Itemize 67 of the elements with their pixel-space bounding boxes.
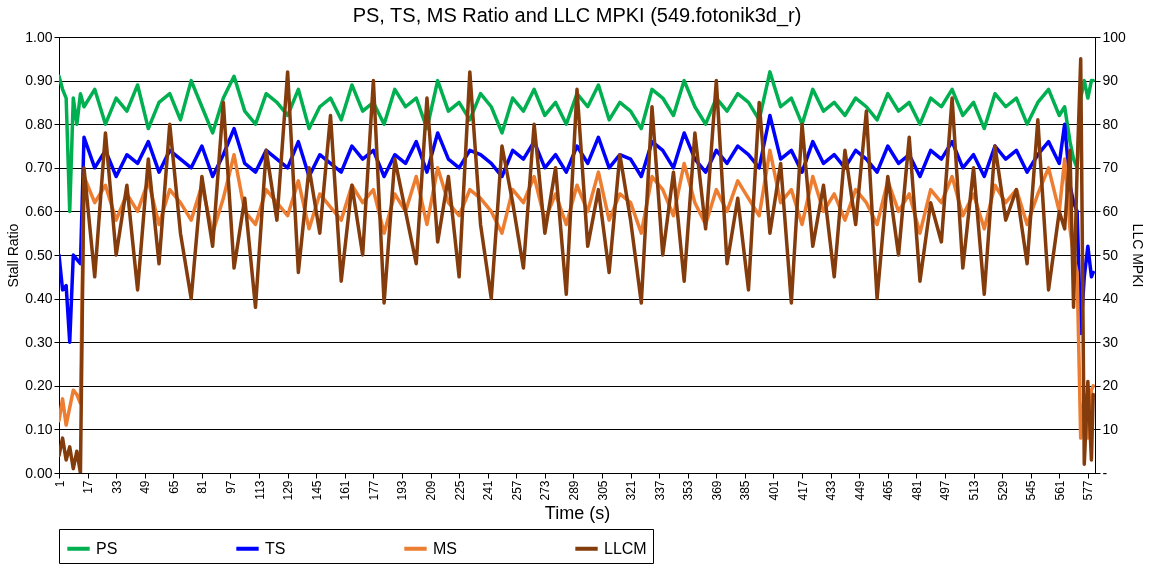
x-tick-label: 529 xyxy=(995,480,1010,501)
x-tick-label: 17 xyxy=(81,480,96,494)
x-tick-label: 49 xyxy=(138,480,153,494)
x-tick-label: 97 xyxy=(223,480,238,494)
legend-label: TS xyxy=(265,539,286,557)
y2-tick-label: 40 xyxy=(1102,290,1119,307)
x-tick-label: 337 xyxy=(652,480,667,501)
x-tick-label: 129 xyxy=(281,480,296,501)
y2-tick-label: 30 xyxy=(1102,333,1119,350)
x-tick-label: 481 xyxy=(909,480,924,501)
x-tick-label: 497 xyxy=(938,480,953,501)
x-tick-label: 385 xyxy=(738,480,753,501)
x-tick-label: 257 xyxy=(509,480,524,501)
y-tick-label: 0.40 xyxy=(25,290,53,307)
x-tick-label: 209 xyxy=(424,480,439,501)
x-tick-label: 561 xyxy=(1052,480,1067,501)
x-tick-label: 81 xyxy=(195,480,210,494)
x-tick-label: 161 xyxy=(338,480,353,501)
x-tick-label: 273 xyxy=(538,480,553,501)
x-tick-label: 225 xyxy=(452,480,467,501)
x-tick-label: 465 xyxy=(881,480,896,501)
x-tick-label: 417 xyxy=(795,480,810,501)
y-tick-label: 0.60 xyxy=(25,202,53,219)
y-tick-label: 0.20 xyxy=(25,377,53,394)
x-tick-label: 577 xyxy=(1081,480,1096,501)
legend-label: PS xyxy=(96,539,118,557)
x-tick-label: 145 xyxy=(309,480,324,501)
y2-tick-label: 90 xyxy=(1102,72,1119,89)
x-tick-label: 289 xyxy=(566,480,581,501)
x-tick-label: 1 xyxy=(52,480,67,488)
y2-tick-label: 60 xyxy=(1102,202,1119,219)
legend-label: MS xyxy=(433,539,457,557)
x-tick-label: 33 xyxy=(109,480,124,494)
x-tick-label: 113 xyxy=(252,480,267,500)
x-tick-label: 193 xyxy=(395,480,410,501)
y-tick-label: 1.00 xyxy=(25,28,53,45)
y2-tick-label: 20 xyxy=(1102,377,1119,394)
y-tick-label: 0.70 xyxy=(25,159,53,176)
x-tick-label: 401 xyxy=(766,480,781,501)
x-tick-label: 369 xyxy=(709,480,724,501)
x-tick-label: 513 xyxy=(967,480,982,501)
chart-title: PS, TS, MS Ratio and LLC MPKI (549.fotonik3d_r) xyxy=(352,4,802,27)
y-tick-label: 0.00 xyxy=(25,464,53,481)
y2-tick-label: 10 xyxy=(1102,420,1119,437)
y2-tick-label: 70 xyxy=(1102,159,1119,176)
x-axis-title: Time (s) xyxy=(544,502,611,523)
y-tick-label: 0.90 xyxy=(25,72,53,89)
legend-label: LLCM xyxy=(604,539,647,557)
y2-tick-label: 80 xyxy=(1102,115,1119,132)
x-tick-label: 305 xyxy=(595,480,610,501)
y-tick-label: 0.30 xyxy=(25,333,53,350)
y-axis-title: Stall Ratio xyxy=(5,223,22,288)
x-tick-label: 449 xyxy=(852,480,867,501)
x-tick-label: 65 xyxy=(166,480,181,494)
x-tick-label: 241 xyxy=(481,480,496,501)
y-tick-label: 0.50 xyxy=(25,246,53,263)
x-tick-label: 433 xyxy=(824,480,839,501)
x-tick-label: 177 xyxy=(366,480,381,501)
x-tick-label: 353 xyxy=(681,480,696,501)
x-tick-label: 545 xyxy=(1024,480,1039,501)
y-tick-label: 0.10 xyxy=(25,420,53,437)
y2-tick-label: - xyxy=(1102,464,1108,481)
y2-tick-label: 50 xyxy=(1102,246,1119,263)
y-tick-label: 0.80 xyxy=(25,115,53,132)
y2-tick-label: 100 xyxy=(1102,28,1127,45)
x-tick-label: 321 xyxy=(624,480,639,501)
y2-axis-title: LLC MPKI xyxy=(1129,223,1146,288)
